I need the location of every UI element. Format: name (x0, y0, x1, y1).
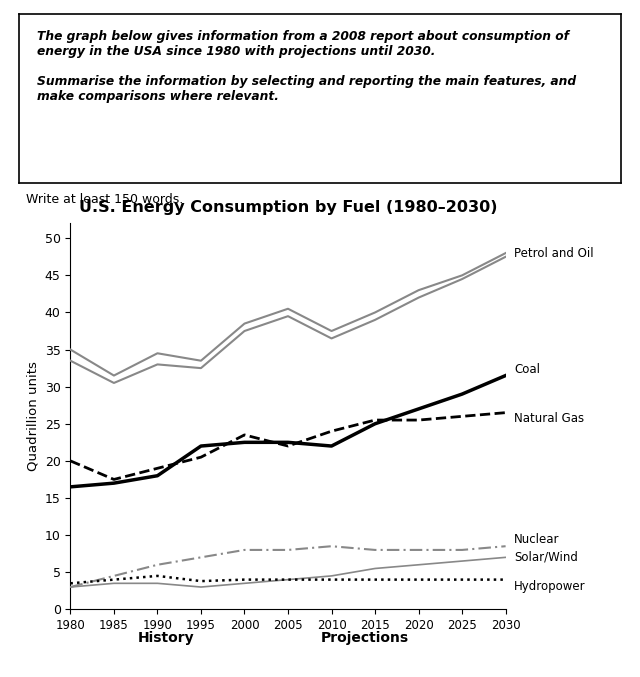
Text: Natural Gas: Natural Gas (514, 412, 584, 424)
Text: History: History (138, 631, 195, 645)
Y-axis label: Quadrillion units: Quadrillion units (26, 362, 39, 471)
Text: Write at least 150 words.: Write at least 150 words. (26, 193, 183, 206)
Text: The graph below gives information from a 2008 report about consumption of
energy: The graph below gives information from a… (37, 30, 577, 104)
Text: Petrol and Oil: Petrol and Oil (514, 246, 593, 259)
Text: Nuclear: Nuclear (514, 533, 559, 546)
Text: Solar/Wind: Solar/Wind (514, 551, 578, 564)
Text: Projections: Projections (321, 631, 409, 645)
Text: Hydropower: Hydropower (514, 580, 586, 593)
Text: Coal: Coal (514, 364, 540, 376)
Title: U.S. Energy Consumption by Fuel (1980–2030): U.S. Energy Consumption by Fuel (1980–20… (79, 200, 497, 215)
